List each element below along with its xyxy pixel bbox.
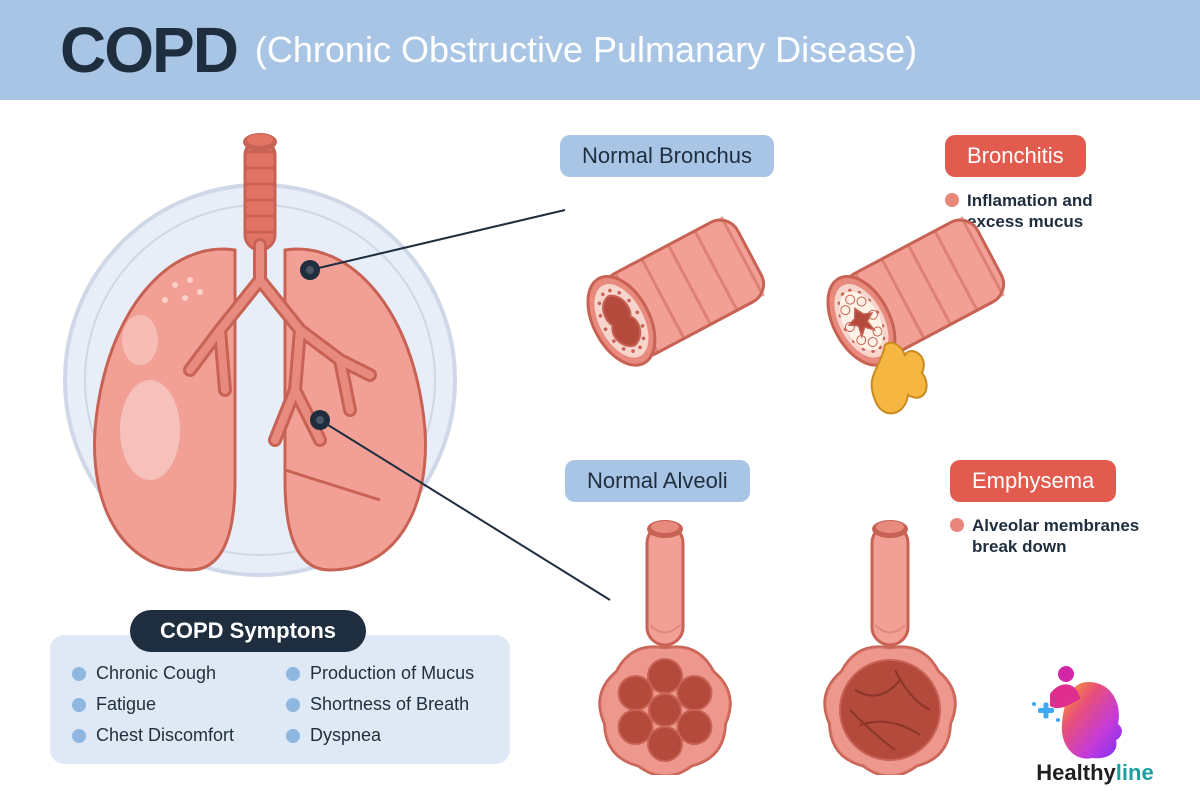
- bullet-icon: [72, 698, 86, 712]
- label-normal-alveoli: Normal Alveoli: [565, 460, 750, 502]
- illustration-normal-bronchus: [570, 195, 770, 395]
- header-banner: COPD (Chronic Obstructive Pulmanary Dise…: [0, 0, 1200, 100]
- bullet-icon: [286, 667, 300, 681]
- label-normal-bronchus: Normal Bronchus: [560, 135, 774, 177]
- logo-icon: [1020, 664, 1130, 764]
- symptom-item: Production of Mucus: [286, 663, 488, 684]
- bullet-icon: [72, 667, 86, 681]
- symptoms-title-text: COPD Symptons: [160, 618, 336, 643]
- symptom-item: Chest Discomfort: [72, 725, 274, 746]
- bullet-icon: [72, 729, 86, 743]
- lungs-illustration: [50, 130, 470, 590]
- symptoms-box: Chronic Cough Production of Mucus Fatigue S…: [50, 635, 510, 764]
- bullet-icon: [286, 729, 300, 743]
- note-emphysema: Alveolar membranes break down: [950, 515, 1150, 558]
- content-area: COPD Symptons Chronic Cough Production of…: [0, 100, 1200, 800]
- symptom-item: Chronic Cough: [72, 663, 274, 684]
- bullet-icon: [286, 698, 300, 712]
- label-emphysema: Emphysema: [950, 460, 1116, 502]
- symptoms-title-badge: COPD Symptons: [130, 610, 366, 652]
- logo: Healthyline: [1020, 664, 1170, 786]
- header-subtitle: (Chronic Obstructive Pulmanary Disease): [255, 29, 917, 71]
- symptom-item: Fatigue: [72, 694, 274, 715]
- header-title: COPD: [60, 13, 237, 87]
- illustration-bronchitis: [810, 195, 1010, 425]
- symptom-item: Shortness of Breath: [286, 694, 488, 715]
- illustration-normal-alveoli: [575, 515, 755, 775]
- symptom-item: Dyspnea: [286, 725, 488, 746]
- illustration-emphysema: [800, 515, 980, 775]
- logo-text: Healthyline: [1020, 760, 1170, 786]
- label-bronchitis: Bronchitis: [945, 135, 1086, 177]
